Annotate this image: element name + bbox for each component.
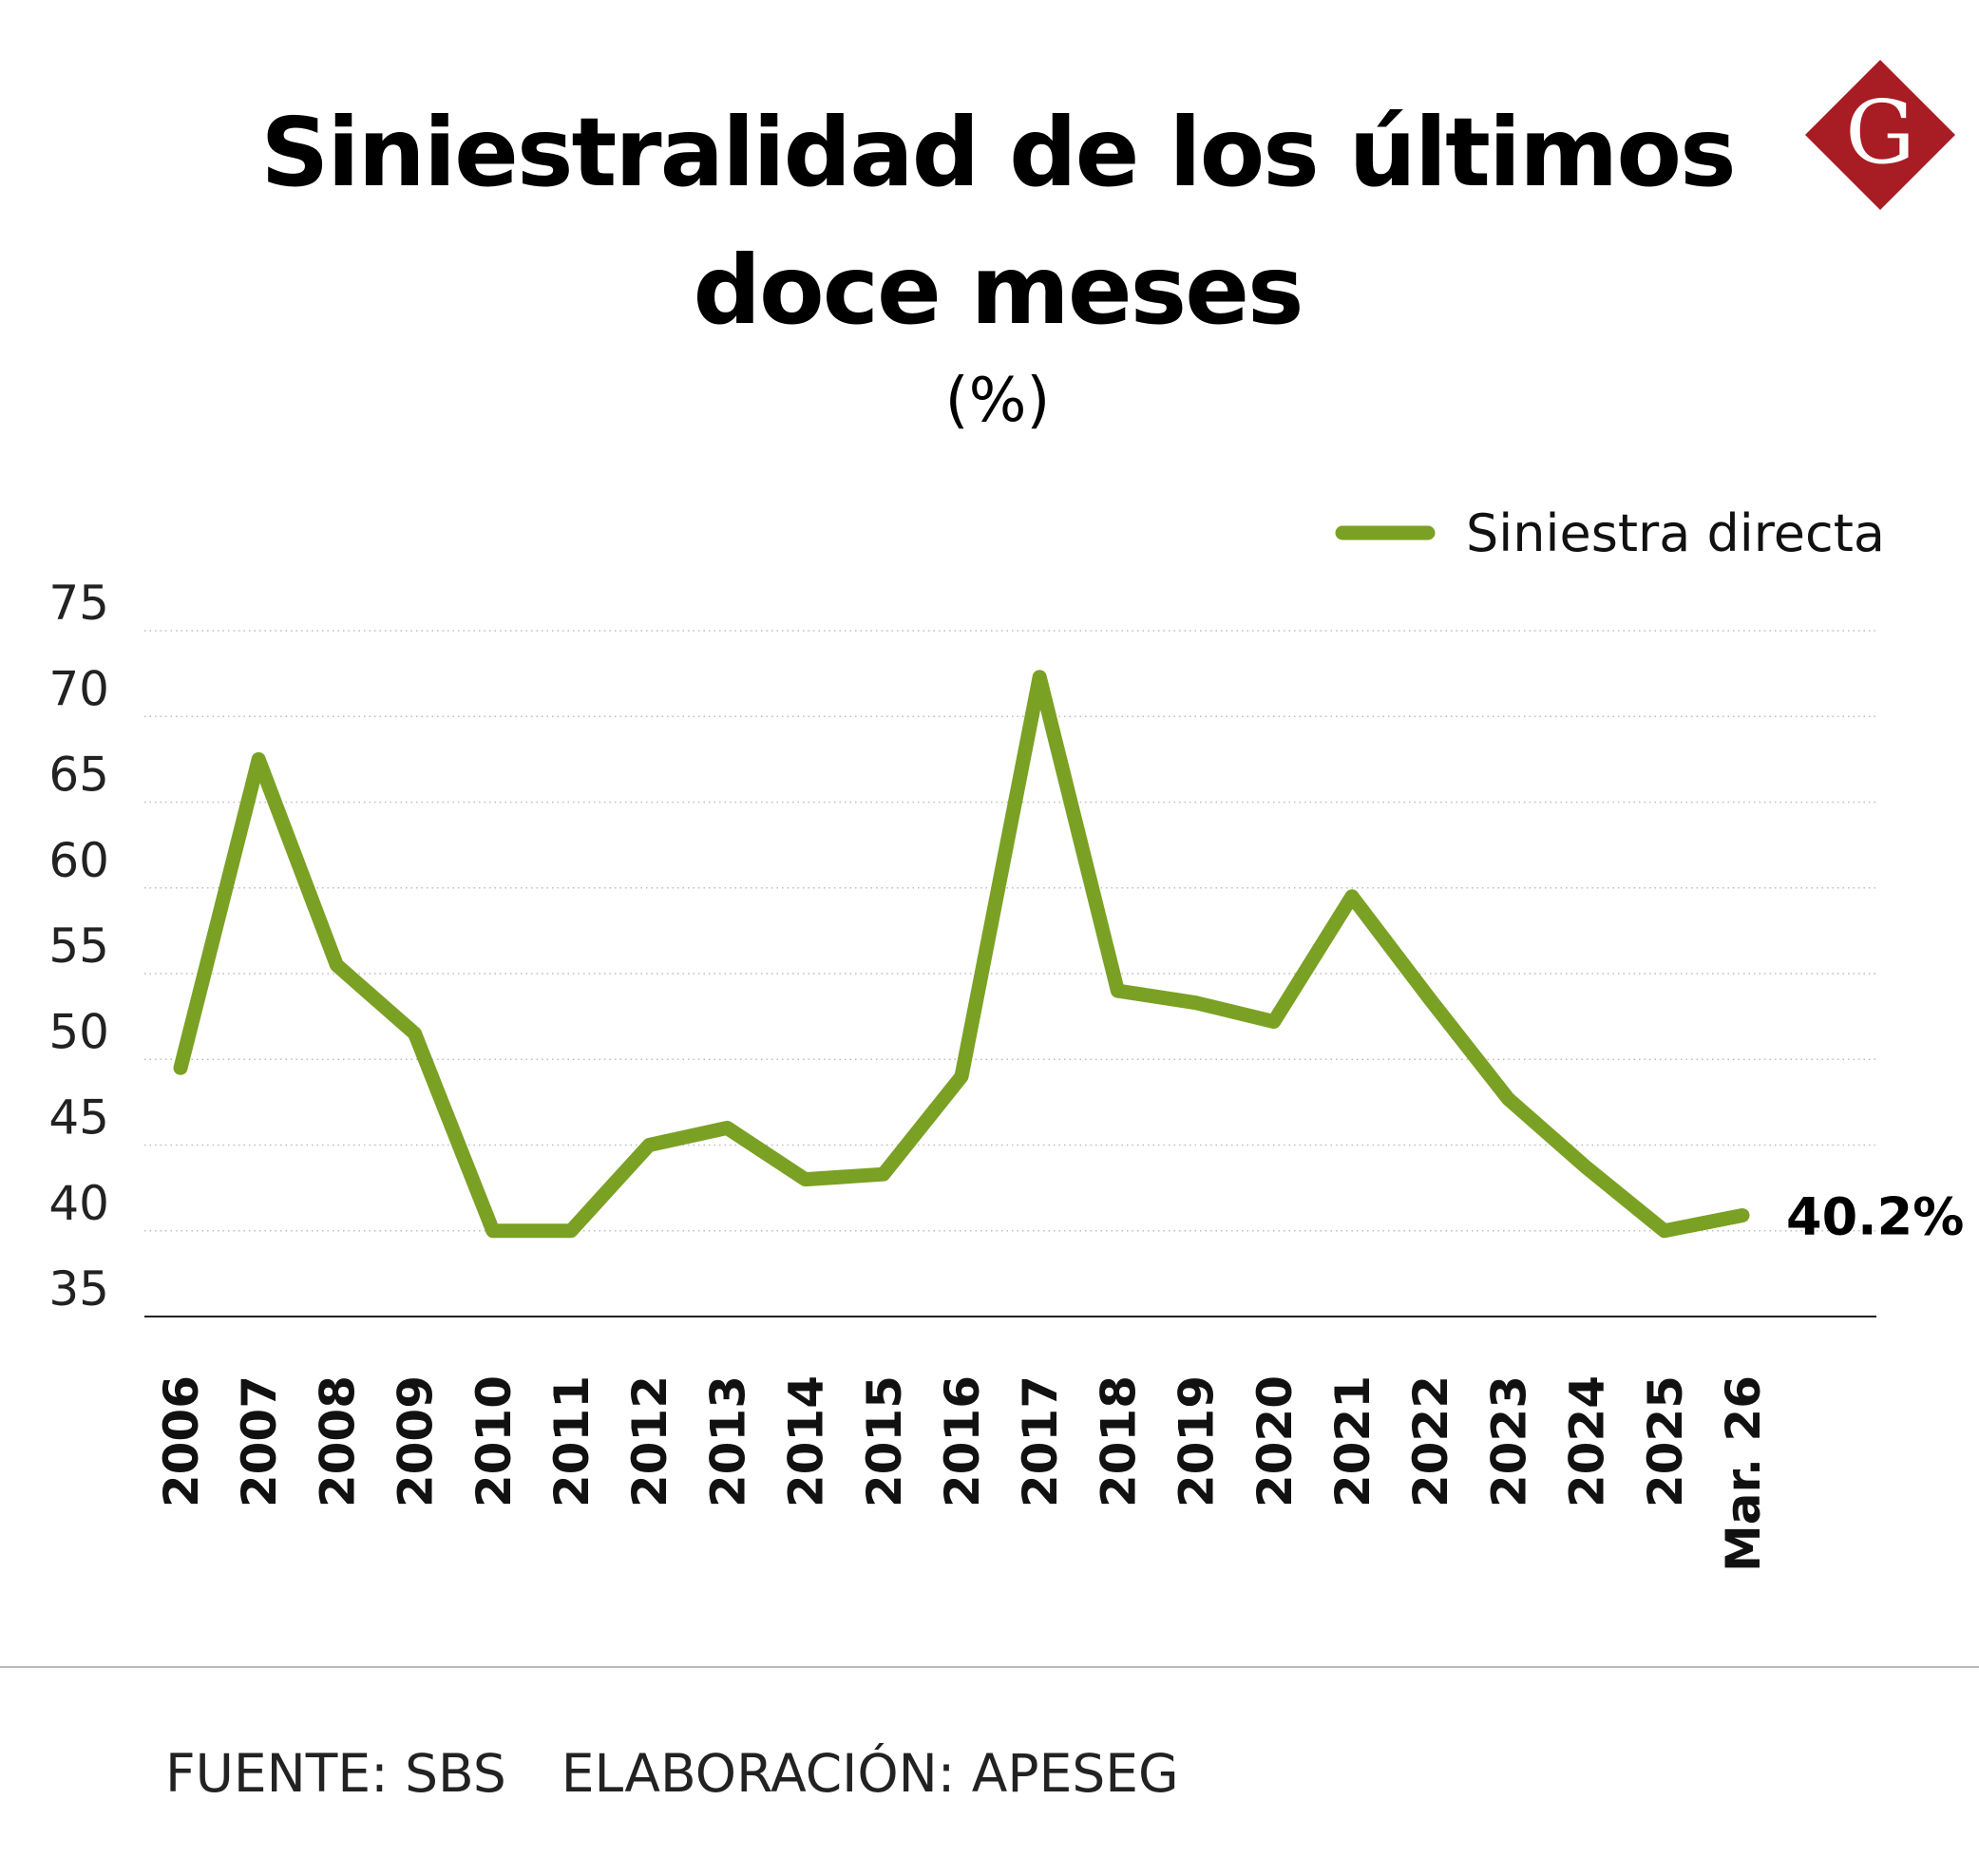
chart-subtitle: (%) [944, 366, 1051, 436]
y-tick-label: 40 [48, 1176, 109, 1231]
data-point [257, 758, 260, 761]
legend: Siniestra directa [1335, 503, 1885, 563]
x-tick-label: 2012 [622, 1375, 677, 1507]
y-tick-label: 65 [48, 748, 109, 803]
y-tick-label: 60 [48, 833, 109, 888]
x-tick-label: 2017 [1013, 1375, 1068, 1507]
data-point [882, 1173, 885, 1176]
series-layer [173, 670, 1750, 1239]
data-point [491, 1229, 494, 1232]
x-axis-ticks: 2006 2007 2008 2009 2010 2011 2012 2013 2014 2015… [154, 1375, 1771, 1572]
y-tick-label: 45 [48, 1090, 109, 1146]
x-tick-label: 2006 [154, 1375, 209, 1507]
legend-label: Siniestra directa [1466, 503, 1885, 563]
y-tick-label: 35 [48, 1261, 109, 1317]
data-point [1507, 1097, 1510, 1100]
y-tick-label: 55 [48, 919, 109, 974]
data-point [1741, 1214, 1743, 1217]
y-tick-label: 70 [48, 661, 109, 716]
chart-title-line-1: Siniestralidad de los últimos [260, 97, 1736, 208]
x-tick-label: 2018 [1091, 1375, 1146, 1507]
chart-title: Siniestralidad de los últimos doce meses [114, 84, 1881, 359]
x-tick-label: 2025 [1638, 1375, 1693, 1507]
data-point [1116, 990, 1119, 993]
data-point [804, 1178, 807, 1181]
x-tick-label: Mar. 26 [1716, 1375, 1771, 1572]
x-tick-label: 2007 [232, 1375, 287, 1507]
footer-divider [0, 1666, 1979, 1668]
y-tick-label: 75 [48, 576, 109, 631]
y-tick-label: 50 [48, 1004, 109, 1059]
x-tick-label: 2008 [310, 1375, 365, 1507]
data-point [180, 1067, 181, 1070]
data-point [1272, 1020, 1275, 1023]
x-tick-label: 2010 [466, 1375, 522, 1507]
x-tick-label: 2019 [1170, 1375, 1225, 1507]
footer-source: FUENTE: SBS [165, 1743, 506, 1804]
data-point [961, 1075, 962, 1078]
x-tick-label: 2016 [935, 1375, 990, 1507]
x-tick-label: 2011 [544, 1375, 599, 1507]
footer-credit: ELABORACIÓN: APESEG [561, 1743, 1179, 1804]
x-tick-label: 2013 [700, 1375, 755, 1507]
x-tick-label: 2020 [1247, 1375, 1303, 1507]
data-point [1351, 895, 1353, 898]
data-point [1194, 1001, 1197, 1004]
data-point [1429, 998, 1432, 1001]
data-point [1038, 675, 1041, 678]
x-tick-label: 2024 [1560, 1375, 1615, 1507]
footer: FUENTE: SBS ELABORACIÓN: APESEG [165, 1740, 1234, 1807]
grid-layer [144, 630, 1876, 1317]
data-point [335, 963, 338, 966]
data-point [570, 1229, 572, 1232]
x-tick-label: 2015 [857, 1375, 912, 1507]
data-point [726, 1127, 729, 1129]
data-labels: 40.2% [1786, 1187, 1964, 1247]
y-axis-ticks: 35 40 45 50 55 60 65 70 75 [48, 576, 109, 1317]
data-point [648, 1144, 651, 1146]
logo-letter: G [1845, 82, 1915, 183]
end-value-label: 40.2% [1786, 1187, 1964, 1247]
series-line [173, 670, 1750, 1239]
data-point [413, 1033, 416, 1035]
x-tick-label: 2014 [779, 1375, 834, 1507]
x-tick-label: 2021 [1325, 1375, 1380, 1507]
diamond-g-logo-icon: G [1805, 60, 1955, 210]
x-tick-label: 2009 [389, 1375, 444, 1507]
x-tick-label: 2023 [1481, 1375, 1536, 1507]
chart-title-line-2: doce meses [693, 235, 1303, 346]
data-point [1585, 1165, 1588, 1168]
x-tick-label: 2022 [1403, 1375, 1458, 1507]
logo-diamond-shape [1805, 60, 1955, 210]
data-point [1663, 1229, 1665, 1232]
